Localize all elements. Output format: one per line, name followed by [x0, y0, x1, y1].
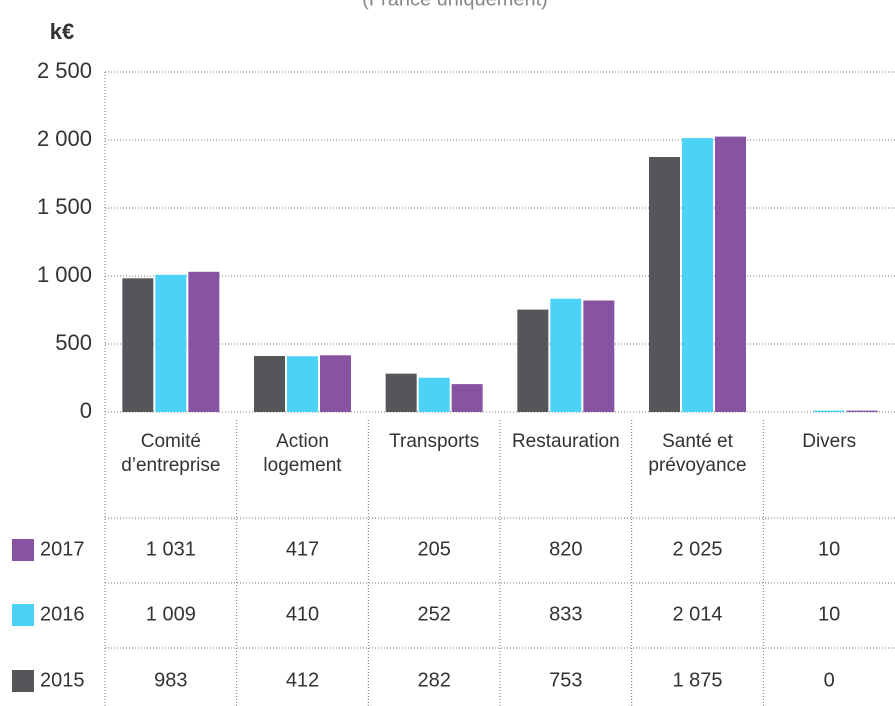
- legend-label: 2017: [40, 538, 85, 560]
- x-tick-label: Santé et prévoyance: [648, 431, 746, 476]
- bar: [320, 355, 351, 412]
- table-cell: 205: [417, 538, 450, 560]
- bar: [188, 271, 220, 412]
- bar: [385, 373, 417, 412]
- legend-swatch: [12, 539, 34, 561]
- y-tick-label: 0: [80, 398, 92, 423]
- table-cell: 2 014: [672, 603, 722, 625]
- x-tick-label: Restauration: [512, 431, 620, 452]
- bar: [517, 309, 549, 412]
- table-cell: 820: [549, 538, 582, 560]
- bar: [649, 157, 680, 412]
- x-tick-label: Transports: [389, 431, 479, 452]
- table-cell: 753: [549, 669, 582, 691]
- bar: [813, 410, 845, 412]
- bar: [583, 300, 615, 412]
- bar: [287, 356, 318, 412]
- bar: [715, 136, 746, 412]
- bar: [155, 274, 187, 412]
- legend-label: 2015: [40, 669, 85, 691]
- table-cell: 2 025: [672, 538, 722, 560]
- chart-subtitle: (France uniquement): [362, 0, 548, 10]
- bar: [682, 138, 713, 412]
- y-tick-label: 1 000: [37, 262, 92, 287]
- table-cell: 282: [417, 669, 450, 691]
- table-cell: 1 009: [146, 603, 196, 625]
- legend-swatch: [12, 670, 34, 692]
- table-cell: 252: [417, 603, 450, 625]
- table-cell: 10: [818, 603, 840, 625]
- legend-swatch: [12, 604, 34, 626]
- bar: [418, 377, 450, 412]
- table-cell: 1 031: [146, 538, 196, 560]
- table-cell: 410: [286, 603, 319, 625]
- table-cell: 0: [824, 669, 835, 691]
- x-tick-label: Action logement: [263, 431, 342, 476]
- x-tick-label: Comité d’entreprise: [121, 431, 220, 476]
- table-cell: 833: [549, 603, 582, 625]
- bar: [846, 410, 878, 412]
- legend-label: 2016: [40, 603, 85, 625]
- bar: [451, 384, 483, 412]
- table-cell: 417: [286, 538, 319, 560]
- y-tick-label: 2 000: [37, 126, 92, 151]
- table-cell: 10: [818, 538, 840, 560]
- table-cell: 412: [286, 669, 319, 691]
- table-cell: 983: [154, 669, 187, 691]
- bar: [122, 278, 154, 412]
- bar: [550, 298, 582, 412]
- x-tick-label: Divers: [802, 431, 856, 452]
- y-tick-label: 2 500: [37, 58, 92, 83]
- table-cell: 1 875: [672, 669, 722, 691]
- y-axis-label: k€: [50, 19, 74, 44]
- y-tick-label: 1 500: [37, 194, 92, 219]
- bar: [254, 355, 285, 412]
- y-tick-label: 500: [55, 330, 92, 355]
